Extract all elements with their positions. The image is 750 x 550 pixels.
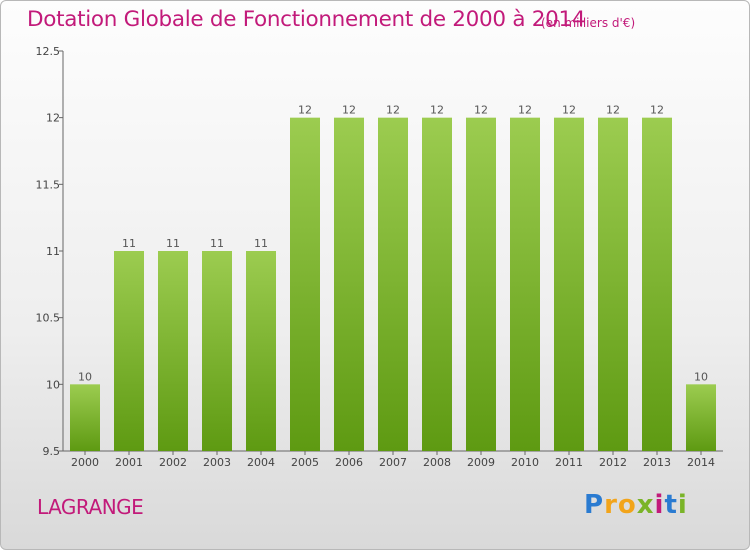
bar [642,117,672,452]
bar-value-label: 12 [342,104,356,117]
bars [70,117,716,452]
x-tick-label: 2014 [687,456,715,469]
chart-title: Dotation Globale de Fonctionnement de 20… [27,7,586,32]
bar-value-label: 11 [254,237,268,250]
y-tick-label: 12 [46,112,60,125]
x-tick-label: 2013 [643,456,671,469]
x-tick-label: 2011 [555,456,583,469]
commune-name: LAGRANGE [37,495,144,519]
bar-value-labels: 10 11 11 11 11 12 12 12 12 12 12 12 12 12 10 [78,104,708,384]
bar [466,117,496,452]
y-tick-label: 12.5 [36,45,61,58]
x-tick-label: 2009 [467,456,495,469]
bar [202,251,232,451]
bar-value-label: 12 [298,104,312,117]
logo-letter: P [584,490,605,520]
bar-value-label: 12 [562,104,576,117]
x-tick-label: 2002 [159,456,187,469]
logo-letter: i [654,490,665,520]
y-tick-label: 11.5 [36,178,61,191]
logo-letter: r [604,490,618,520]
x-tick-label: 2004 [247,456,275,469]
logo-letter: t [664,490,678,520]
logo-letter: o [617,490,637,520]
x-tick-label: 2006 [335,456,363,469]
x-tick-label: 2001 [115,456,143,469]
bar [378,117,408,452]
y-tick-label: 9.5 [43,445,61,458]
proxiti-logo[interactable]: Proxiti [584,490,688,520]
x-tick-label: 2010 [511,456,539,469]
x-tick-label: 2012 [599,456,627,469]
y-tick-label: 10.5 [36,312,61,325]
bar-value-label: 10 [694,370,708,383]
bar [686,384,716,451]
x-tick-label: 2005 [291,456,319,469]
x-axis-tick-labels: 2000 2001 2002 2003 2004 2005 2006 2007 2008 2009… [71,456,715,469]
x-tick-label: 2003 [203,456,231,469]
bar-value-label: 12 [650,104,664,117]
bar [70,384,100,451]
bar-value-label: 11 [166,237,180,250]
y-axis-tick-labels: 9.5 10 10.5 11 11.5 12 12.5 [36,45,61,458]
logo-letter: i [677,490,688,520]
bar [598,117,628,452]
bar-value-label: 12 [474,104,488,117]
x-tick-label: 2007 [379,456,407,469]
bar-value-label: 11 [122,237,136,250]
x-tick-label: 2008 [423,456,451,469]
y-tick-label: 10 [46,378,60,391]
bar [158,251,188,451]
bar-value-label: 12 [430,104,444,117]
bar [554,117,584,452]
chart-subtitle: (en milliers d'€) [541,16,636,30]
bar [510,117,540,452]
bar [422,117,452,452]
bar [334,117,364,452]
logo-letter: x [636,490,655,520]
bar-value-label: 12 [386,104,400,117]
bar [290,117,320,452]
bar-value-label: 10 [78,370,92,383]
bar-value-label: 12 [606,104,620,117]
bar [114,251,144,451]
x-tick-label: 2000 [71,456,99,469]
bar [246,251,276,451]
y-tick-label: 11 [46,245,60,258]
bar-value-label: 12 [518,104,532,117]
bar-value-label: 11 [210,237,224,250]
